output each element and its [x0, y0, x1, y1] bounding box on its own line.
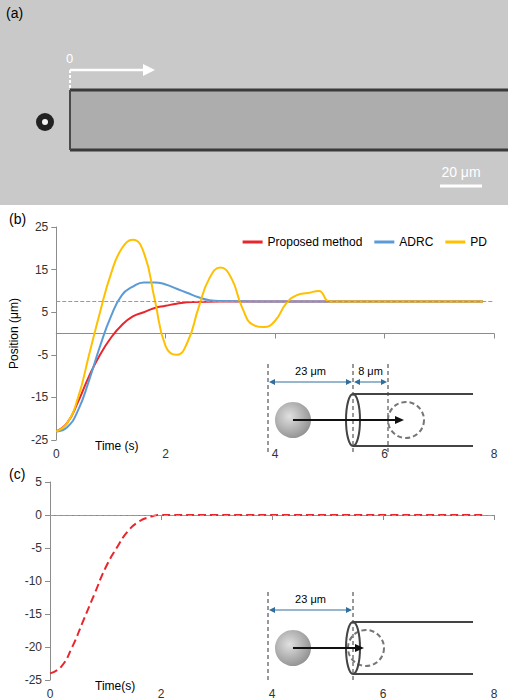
svg-text:5: 5 [42, 305, 49, 319]
svg-text:(c): (c) [9, 466, 25, 482]
svg-text:(a): (a) [6, 5, 23, 21]
svg-text:-5: -5 [38, 348, 49, 362]
svg-text:Time (s): Time (s) [95, 439, 139, 453]
svg-text:5: 5 [35, 475, 42, 489]
svg-text:-25: -25 [31, 433, 49, 447]
svg-text:-10: -10 [25, 574, 43, 588]
svg-text:8 μm: 8 μm [358, 365, 383, 377]
svg-text:(b): (b) [9, 211, 26, 227]
svg-text:Proposed method: Proposed method [268, 235, 363, 249]
svg-text:0: 0 [35, 508, 42, 522]
svg-text:8: 8 [491, 447, 498, 460]
svg-text:0: 0 [66, 51, 73, 66]
svg-text:2: 2 [158, 687, 165, 700]
svg-text:-15: -15 [31, 390, 49, 404]
svg-text:23 μm: 23 μm [295, 593, 326, 605]
svg-text:Time(s): Time(s) [95, 679, 135, 693]
svg-text:4: 4 [272, 447, 279, 460]
svg-text:-15: -15 [25, 607, 43, 621]
svg-text:0: 0 [53, 447, 60, 460]
svg-text:Position (μm): Position (μm) [7, 298, 21, 369]
svg-text:-25: -25 [25, 673, 43, 687]
svg-text:20 μm: 20 μm [441, 164, 480, 180]
svg-text:ADRC: ADRC [399, 235, 433, 249]
svg-text:-5: -5 [31, 541, 42, 555]
svg-text:25: 25 [35, 220, 49, 234]
svg-text:PD: PD [470, 235, 487, 249]
svg-text:23 μm: 23 μm [295, 365, 326, 377]
svg-text:-20: -20 [25, 640, 43, 654]
svg-text:4: 4 [269, 687, 276, 700]
svg-text:2: 2 [162, 447, 169, 460]
svg-text:8: 8 [491, 687, 498, 700]
svg-text:6: 6 [381, 447, 388, 460]
svg-text:15: 15 [35, 263, 49, 277]
svg-text:6: 6 [380, 687, 387, 700]
svg-text:0: 0 [47, 687, 54, 700]
